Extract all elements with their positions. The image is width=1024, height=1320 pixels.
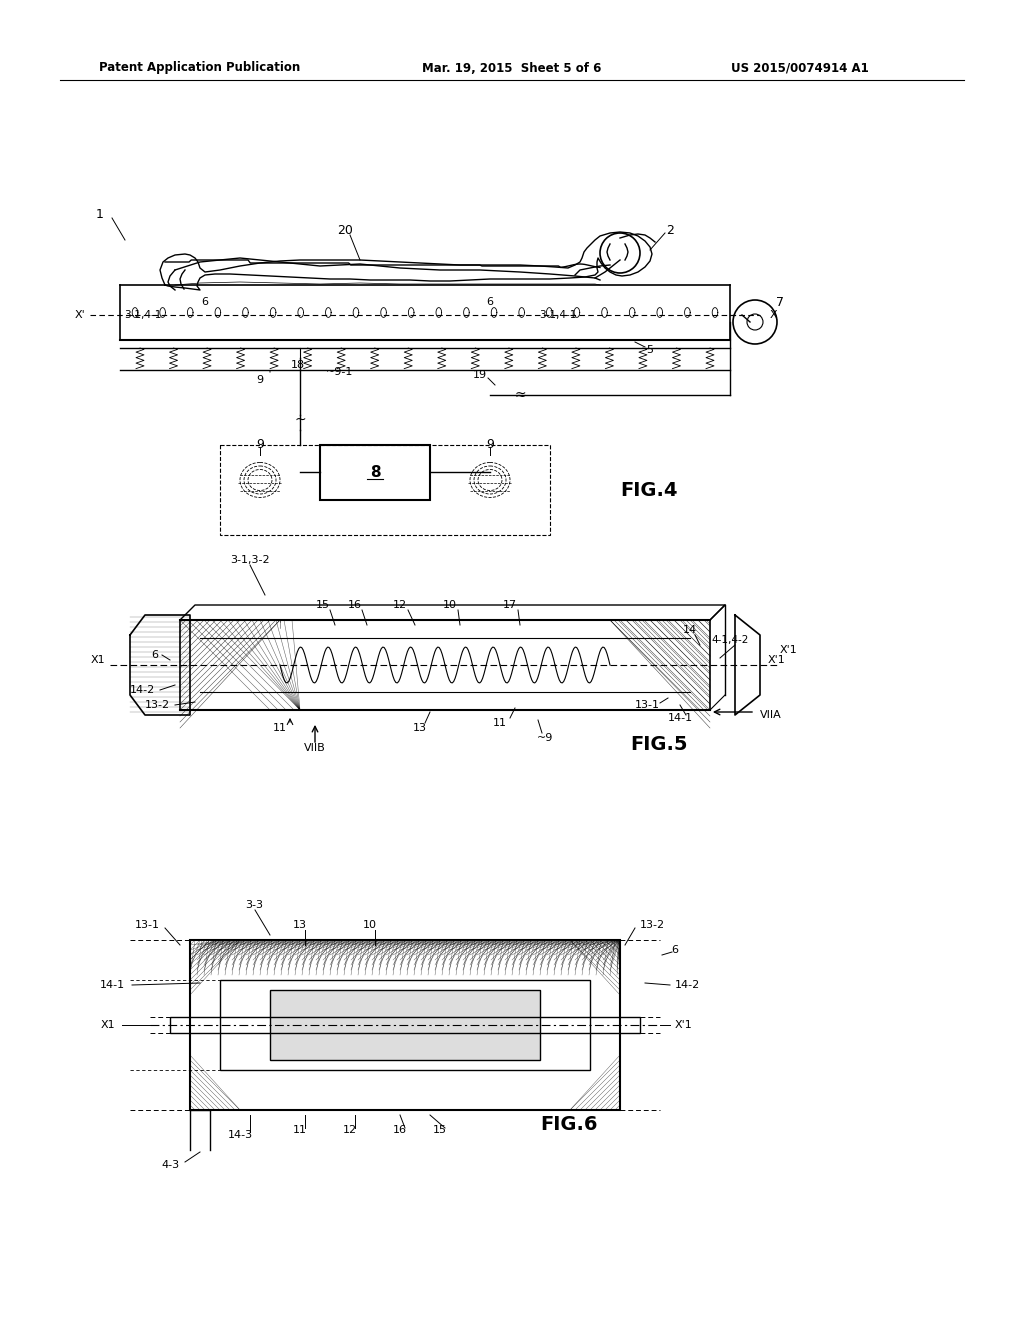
Text: ~9: ~9 bbox=[537, 733, 553, 743]
Text: 2: 2 bbox=[666, 223, 674, 236]
Text: 13: 13 bbox=[293, 920, 307, 931]
Text: 11: 11 bbox=[293, 1125, 307, 1135]
Text: 12: 12 bbox=[343, 1125, 357, 1135]
Text: 11: 11 bbox=[273, 723, 287, 733]
Text: 1: 1 bbox=[96, 209, 104, 222]
Text: 10: 10 bbox=[362, 920, 377, 931]
Text: 15: 15 bbox=[433, 1125, 447, 1135]
Text: 10: 10 bbox=[443, 601, 457, 610]
Text: Mar. 19, 2015  Sheet 5 of 6: Mar. 19, 2015 Sheet 5 of 6 bbox=[422, 62, 602, 74]
Text: FIG.4: FIG.4 bbox=[620, 480, 678, 499]
Text: 14-1: 14-1 bbox=[668, 713, 692, 723]
Bar bbox=[220, 445, 550, 535]
Text: 13-2: 13-2 bbox=[640, 920, 666, 931]
Text: 11: 11 bbox=[493, 718, 507, 729]
Text: 3-1,3-2: 3-1,3-2 bbox=[230, 554, 269, 565]
Text: VIIB: VIIB bbox=[304, 743, 326, 752]
Text: US 2015/0074914 A1: US 2015/0074914 A1 bbox=[731, 62, 869, 74]
Bar bbox=[319, 445, 430, 500]
Bar bbox=[220, 979, 590, 1071]
Text: 12: 12 bbox=[393, 601, 408, 610]
Text: X': X' bbox=[75, 310, 85, 319]
Text: ~: ~ bbox=[294, 413, 306, 426]
Text: 5: 5 bbox=[646, 345, 653, 355]
Text: 6: 6 bbox=[672, 945, 679, 954]
Text: 16: 16 bbox=[348, 601, 362, 610]
Text: X1: X1 bbox=[90, 655, 105, 665]
Text: 9: 9 bbox=[256, 375, 263, 385]
Text: 3-1,4-1: 3-1,4-1 bbox=[125, 310, 162, 319]
Text: ≈: ≈ bbox=[514, 388, 525, 403]
Text: 7: 7 bbox=[776, 296, 784, 309]
Text: ~9-1: ~9-1 bbox=[327, 367, 353, 378]
Text: 3-3: 3-3 bbox=[245, 900, 263, 909]
Text: 16: 16 bbox=[393, 1125, 407, 1135]
Text: 13-1: 13-1 bbox=[635, 700, 660, 710]
Text: 6: 6 bbox=[486, 297, 494, 308]
Text: 20: 20 bbox=[337, 223, 353, 236]
Text: X'1: X'1 bbox=[780, 645, 798, 655]
Bar bbox=[170, 1016, 640, 1034]
Text: 14-1: 14-1 bbox=[100, 979, 125, 990]
Text: Patent Application Publication: Patent Application Publication bbox=[99, 62, 301, 74]
Text: 13: 13 bbox=[413, 723, 427, 733]
Text: 6: 6 bbox=[152, 649, 159, 660]
Text: 19: 19 bbox=[473, 370, 487, 380]
Text: 9: 9 bbox=[256, 438, 264, 451]
Text: 15: 15 bbox=[316, 601, 330, 610]
Text: X1: X1 bbox=[100, 1020, 115, 1030]
Text: 8: 8 bbox=[370, 465, 380, 480]
Text: VIIA: VIIA bbox=[760, 710, 781, 719]
Text: 13-1: 13-1 bbox=[135, 920, 160, 931]
Bar bbox=[190, 940, 620, 1110]
Text: 4-1,4-2: 4-1,4-2 bbox=[712, 635, 749, 645]
Text: 17: 17 bbox=[503, 601, 517, 610]
Text: 6: 6 bbox=[202, 297, 209, 308]
Text: 14-2: 14-2 bbox=[130, 685, 155, 696]
Text: 14: 14 bbox=[683, 624, 697, 635]
Text: 18: 18 bbox=[291, 360, 305, 370]
Text: 3-1,4-1: 3-1,4-1 bbox=[540, 310, 577, 319]
Bar bbox=[270, 990, 540, 1060]
Text: 4-3: 4-3 bbox=[161, 1160, 179, 1170]
Text: FIG.6: FIG.6 bbox=[540, 1115, 597, 1134]
Text: 9: 9 bbox=[486, 438, 494, 451]
Text: X'1: X'1 bbox=[768, 655, 785, 665]
Text: X: X bbox=[770, 310, 777, 319]
Text: 14-3: 14-3 bbox=[227, 1130, 253, 1140]
Text: X'1: X'1 bbox=[675, 1020, 693, 1030]
Text: 13-2: 13-2 bbox=[144, 700, 170, 710]
Text: 14-2: 14-2 bbox=[675, 979, 700, 990]
Text: FIG.5: FIG.5 bbox=[630, 735, 687, 755]
